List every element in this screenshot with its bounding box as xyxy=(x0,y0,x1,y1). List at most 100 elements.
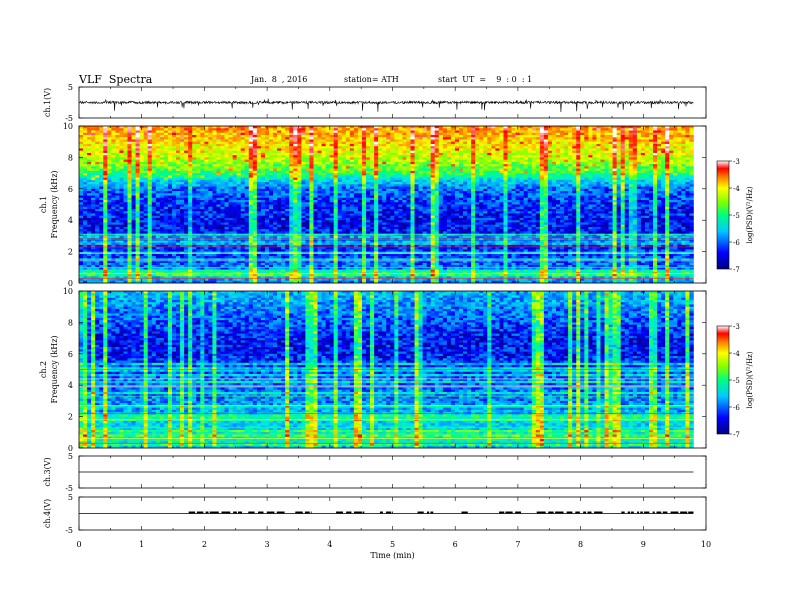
spectrogram-cell xyxy=(685,170,690,174)
spectrogram-cell xyxy=(248,166,254,169)
spectrogram-cell xyxy=(341,139,347,142)
spectrogram-cell xyxy=(616,157,621,160)
spectrogram-cell xyxy=(430,137,436,140)
spectrogram-cell xyxy=(560,173,565,176)
spectrogram-cell xyxy=(503,193,508,196)
spectrogram-cell xyxy=(321,157,326,160)
spectrogram-cell xyxy=(657,152,662,156)
spectrogram-cell xyxy=(499,197,504,201)
spectrogram-cell xyxy=(220,152,225,156)
spectrogram-cell xyxy=(564,182,569,185)
spectrogram-cell xyxy=(523,137,529,140)
spectrogram-cell xyxy=(418,193,423,196)
spectrogram-cell xyxy=(127,164,132,167)
spectrogram-cell xyxy=(147,170,153,174)
spectrogram-cell xyxy=(297,141,302,145)
spectrogram-cell xyxy=(463,161,468,165)
spectrogram-cell xyxy=(345,128,351,131)
spectrogram-cell xyxy=(382,193,387,196)
spectrogram-cell xyxy=(434,188,440,192)
spectrogram-cell xyxy=(224,141,229,145)
spectrogram-cell xyxy=(281,188,286,192)
spectrogram-cell xyxy=(592,143,597,147)
spectrogram-cell xyxy=(99,159,104,163)
spectrogram-cell xyxy=(475,159,480,163)
spectrogram-cell xyxy=(180,170,185,174)
spectrogram-cell xyxy=(653,128,658,131)
spectrogram-cell xyxy=(232,134,237,138)
spectrogram-cell xyxy=(600,126,605,129)
spectrogram-cell xyxy=(394,157,399,160)
spectrogram-cell xyxy=(576,193,581,196)
spectrogram-cell xyxy=(491,152,496,156)
spectrogram-cell xyxy=(406,173,411,176)
spectrogram-cell xyxy=(293,137,298,140)
spectrogram-cell xyxy=(467,130,472,134)
spectrogram-cell xyxy=(163,141,169,145)
spectrogram-cell xyxy=(317,186,322,190)
spectrogram-cell xyxy=(167,155,173,158)
spectrogram-cell xyxy=(159,168,165,172)
spectrogram-cell xyxy=(495,195,500,199)
spectrogram-cell xyxy=(406,157,411,160)
spectrogram-cell xyxy=(366,177,371,181)
spectrogram-cell xyxy=(459,170,464,174)
spectrogram-cell xyxy=(640,193,646,196)
spectrogram-cell xyxy=(200,173,205,176)
spectrogram-cell xyxy=(167,132,173,136)
spectrogram-cell xyxy=(305,143,310,147)
spectrogram-cell xyxy=(636,126,642,129)
spectrogram-cell xyxy=(661,179,666,183)
spectrogram-cell xyxy=(604,184,609,187)
spectrogram-cell xyxy=(155,182,161,185)
spectrogram-cell xyxy=(184,139,189,142)
spectrogram-cell xyxy=(313,141,318,145)
spectrogram-cell xyxy=(657,164,662,167)
spectrogram-cell xyxy=(99,139,104,142)
spectrogram-cell xyxy=(260,139,266,142)
spectrogram-cell xyxy=(176,188,181,192)
spectrogram-cell xyxy=(454,159,460,163)
spectrogram-cell xyxy=(329,188,334,192)
spectrogram-cell xyxy=(236,159,241,163)
spectrogram-cell xyxy=(568,143,573,147)
spectrogram-cell xyxy=(281,152,286,156)
spectrogram-cell xyxy=(519,177,524,181)
spectrogram-cell xyxy=(188,157,193,160)
spectrogram-cell xyxy=(459,146,464,149)
spectrogram-cell xyxy=(600,173,605,176)
spectrogram-cell xyxy=(228,197,233,201)
spectrogram-cell xyxy=(309,134,314,138)
spectrogram-cell xyxy=(260,164,266,167)
spectrogram-cell xyxy=(321,146,326,149)
spectrogram-cell xyxy=(624,150,630,154)
spectrogram-cell xyxy=(446,191,452,194)
spectrogram-cell xyxy=(184,173,189,176)
spectrogram-cell xyxy=(309,166,314,169)
spectrogram-cell xyxy=(382,134,387,138)
spectrogram-cell xyxy=(196,155,201,158)
spectrogram-cell xyxy=(535,175,541,178)
spectrogram-cell xyxy=(301,146,306,149)
spectrogram-cell xyxy=(644,146,650,149)
spectrogram-cell xyxy=(95,157,100,160)
spectrogram-cell xyxy=(83,137,88,140)
spectrogram-cell xyxy=(467,148,472,151)
spectrogram-cell xyxy=(620,188,626,192)
spectrogram-cell xyxy=(204,166,209,169)
spectrogram-cell xyxy=(188,164,193,167)
spectrogram-cell xyxy=(483,173,488,176)
spectrogram-cell xyxy=(648,132,654,136)
spectrogram-cell xyxy=(305,195,310,199)
spectrogram-cell xyxy=(103,157,108,160)
spectrogram-cell xyxy=(677,193,682,196)
spectrogram-cell xyxy=(313,179,318,183)
spectrogram-cell xyxy=(624,184,630,187)
spectrogram-cell xyxy=(657,134,662,138)
spectrogram-cell xyxy=(467,177,472,181)
spectrogram-cell xyxy=(543,143,549,147)
spectrogram-cell xyxy=(515,170,520,174)
spectrogram-cell xyxy=(632,168,638,172)
spectrogram-cell xyxy=(353,141,359,145)
spectrogram-cell xyxy=(507,161,512,165)
